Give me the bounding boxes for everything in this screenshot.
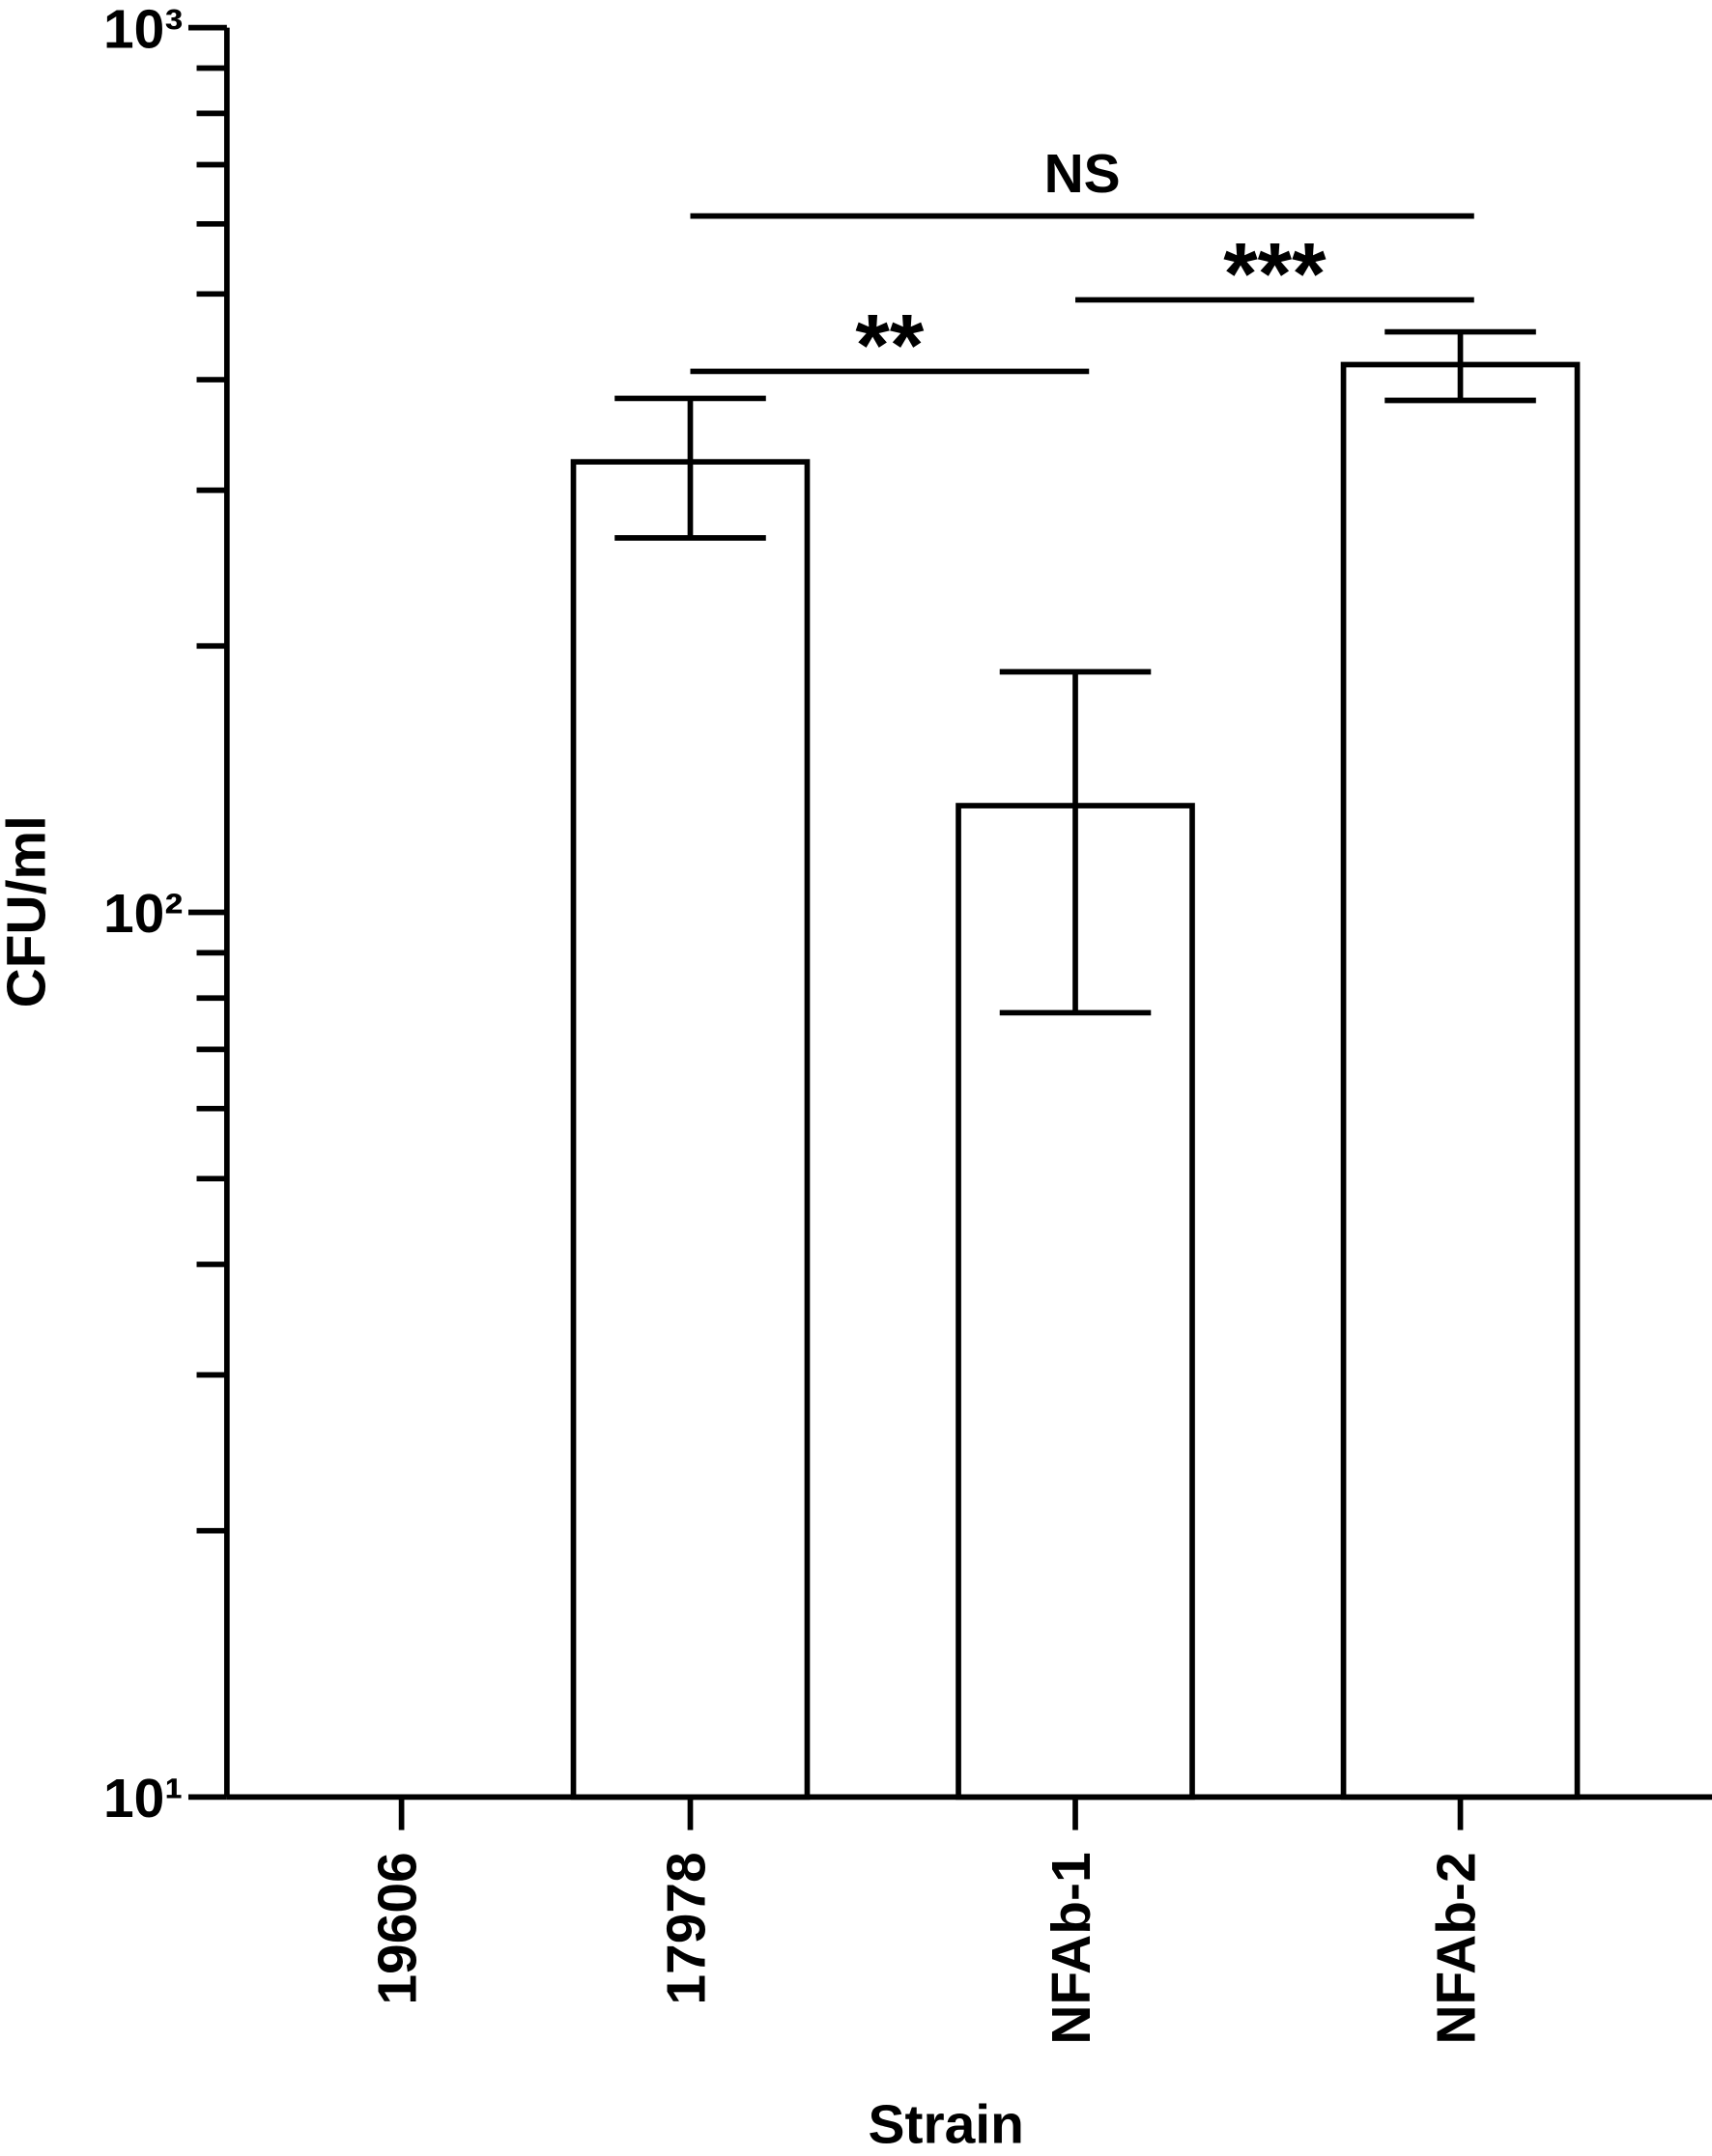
y-axis-label: CFU/ml xyxy=(0,815,57,1007)
x-tick-label: NFAb-1 xyxy=(1041,1852,1102,2044)
y-tick-label: 10¹ xyxy=(103,1768,183,1830)
bar xyxy=(570,459,811,1801)
x-tick-label: 19606 xyxy=(367,1852,429,2004)
x-tick-label: NFAb-2 xyxy=(1426,1852,1488,2044)
y-tick-label: 10³ xyxy=(103,0,183,60)
x-axis-label: Strain xyxy=(869,2093,1024,2155)
significance-label: NS xyxy=(1044,143,1121,205)
y-tick-label: 10² xyxy=(103,883,183,945)
significance-label: *** xyxy=(1223,226,1327,324)
bar xyxy=(1340,361,1581,1801)
x-tick-label: 17978 xyxy=(656,1852,718,2004)
significance-label: ** xyxy=(855,298,924,395)
